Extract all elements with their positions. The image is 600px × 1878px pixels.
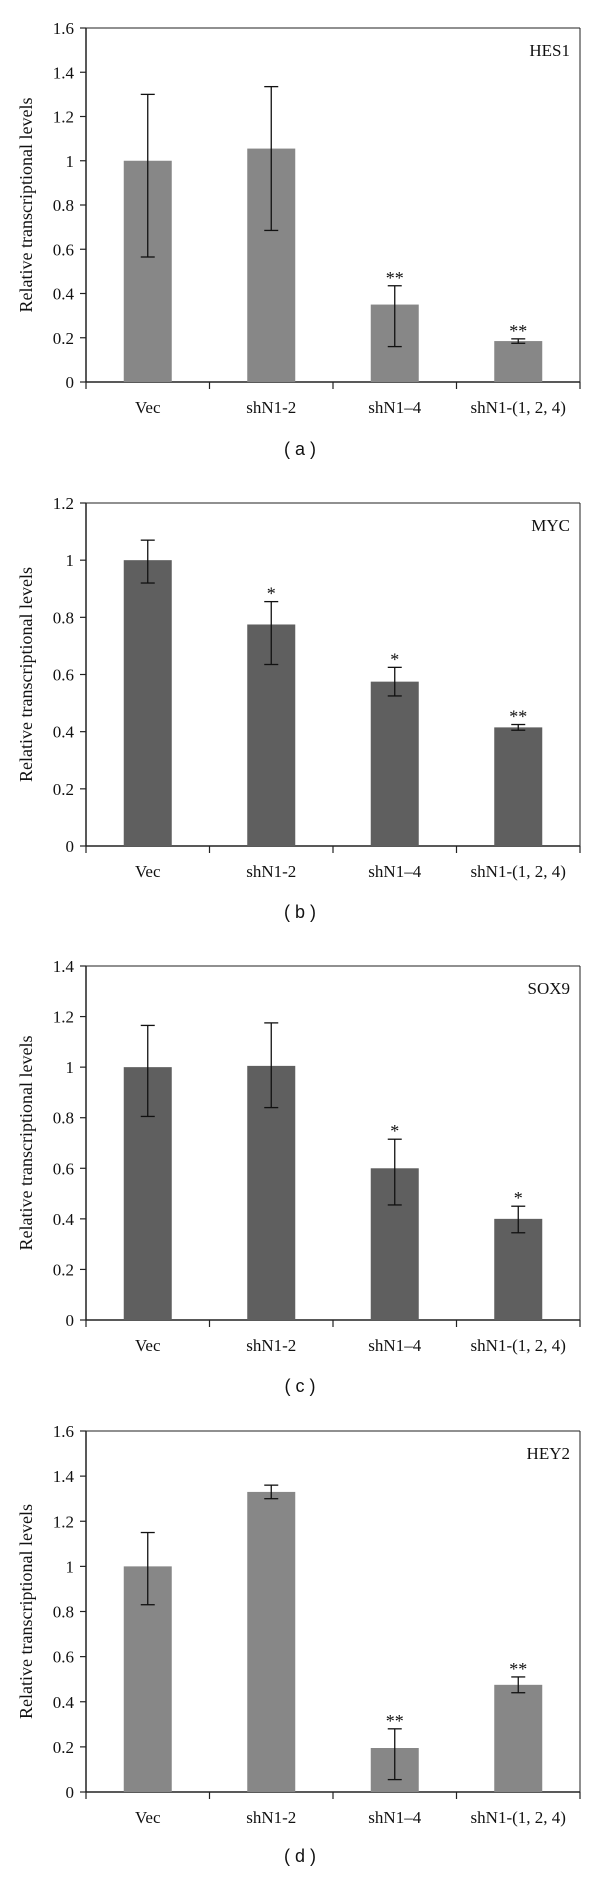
y-tick-label: 0 [66, 373, 75, 392]
panel-label: ( c ) [285, 1376, 316, 1396]
y-axis-label: Relative transcriptional levels [16, 1504, 36, 1719]
significance-marker: ** [509, 321, 527, 341]
y-tick-label: 0.8 [53, 196, 74, 215]
error-bar [264, 1022, 279, 1109]
chart-panel-1: 0 0.2 0.4 0.6 0.8 1 1.2 1.4 1.6 Vec shN1-2 ** shN1–4… [16, 19, 581, 459]
y-tick-label: 0.6 [53, 1159, 74, 1178]
error-bar [264, 85, 279, 232]
error-bar [387, 1138, 402, 1206]
y-tick-label: 0.4 [53, 285, 75, 304]
bar [123, 560, 172, 846]
error-bar [264, 600, 279, 666]
error-bar [140, 1024, 155, 1118]
y-tick-label: 1 [66, 1557, 75, 1576]
error-bar [387, 1728, 402, 1781]
category-label: Vec [135, 398, 161, 417]
chart-panel-3: 0 0.2 0.4 0.6 0.8 1 1.2 1.4 Vec shN1-2 * shN1–4 * shN… [16, 957, 581, 1396]
category-label: shN1-(1, 2, 4) [471, 1336, 566, 1355]
significance-marker: * [390, 649, 399, 669]
y-tick-label: 1.4 [53, 957, 75, 976]
significance-marker: ** [386, 268, 404, 288]
y-axis-label: Relative transcriptional levels [16, 567, 36, 782]
bar [247, 1491, 296, 1792]
chart-title: SOX9 [527, 979, 570, 998]
y-tick-label: 1.2 [53, 1512, 74, 1531]
bar [494, 341, 543, 382]
y-tick-label: 0.2 [53, 1738, 74, 1757]
panel-label: ( a ) [284, 439, 316, 459]
y-tick-label: 1.2 [53, 1008, 74, 1027]
y-tick-label: 0 [66, 1783, 75, 1802]
category-label: shN1-(1, 2, 4) [471, 1808, 566, 1827]
category-label: shN1-2 [246, 398, 296, 417]
significance-marker: * [390, 1121, 399, 1141]
chart-panel-2: 0 0.2 0.4 0.6 0.8 1 1.2 Vec * shN1-2 * shN1–4 ** shN1… [16, 494, 581, 922]
category-label: shN1-(1, 2, 4) [471, 862, 566, 881]
y-tick-label: 0.8 [53, 1603, 74, 1622]
chart-title: MYC [531, 516, 570, 535]
y-tick-label: 0.2 [53, 780, 74, 799]
y-tick-label: 1.4 [53, 63, 75, 82]
significance-marker: ** [386, 1711, 404, 1731]
y-tick-label: 1.6 [53, 19, 74, 38]
error-bar [387, 666, 402, 697]
category-label: shN1-(1, 2, 4) [471, 398, 566, 417]
bar [494, 1684, 543, 1792]
error-bar [511, 1676, 526, 1694]
significance-marker: ** [509, 707, 527, 727]
error-bar [387, 285, 402, 348]
y-tick-label: 1 [66, 1058, 75, 1077]
bar [494, 1218, 543, 1320]
error-bar [511, 723, 526, 731]
significance-marker: ** [509, 1659, 527, 1679]
error-bar [511, 1205, 526, 1234]
error-bar [140, 1531, 155, 1606]
error-bar [511, 338, 526, 344]
y-tick-label: 0 [66, 837, 75, 856]
y-tick-label: 0.6 [53, 1648, 74, 1667]
y-axis-label: Relative transcriptional levels [16, 1036, 36, 1251]
category-label: Vec [135, 862, 161, 881]
y-tick-label: 0.8 [53, 608, 74, 627]
y-axis-label: Relative transcriptional levels [16, 98, 36, 313]
y-tick-label: 1.2 [53, 108, 74, 127]
category-label: Vec [135, 1808, 161, 1827]
y-tick-label: 1 [66, 152, 75, 171]
y-tick-label: 0.8 [53, 1109, 74, 1128]
category-label: shN1-2 [246, 1336, 296, 1355]
y-tick-label: 1.2 [53, 494, 74, 513]
y-tick-label: 0.4 [53, 723, 75, 742]
category-label: Vec [135, 1336, 161, 1355]
panel-label: ( d ) [284, 1846, 316, 1866]
error-bar [264, 1484, 279, 1500]
significance-marker: * [514, 1188, 523, 1208]
category-label: shN1–4 [368, 398, 421, 417]
category-label: shN1–4 [368, 1808, 421, 1827]
y-tick-label: 0.2 [53, 1260, 74, 1279]
y-tick-label: 1.6 [53, 1422, 74, 1441]
y-tick-label: 1 [66, 551, 75, 570]
y-tick-label: 0.2 [53, 329, 74, 348]
y-tick-label: 0.6 [53, 240, 74, 259]
category-label: shN1-2 [246, 862, 296, 881]
panel-label: ( b ) [284, 902, 316, 922]
y-tick-label: 0 [66, 1311, 75, 1330]
y-tick-label: 0.4 [53, 1210, 75, 1229]
chart-title: HEY2 [527, 1444, 570, 1463]
y-tick-label: 0.4 [53, 1693, 75, 1712]
chart-title: HES1 [529, 41, 570, 60]
category-label: shN1–4 [368, 862, 421, 881]
y-tick-label: 1.4 [53, 1467, 75, 1486]
chart-panel-4: 0 0.2 0.4 0.6 0.8 1 1.2 1.4 1.6 Vec shN1-2 ** shN1–4… [16, 1422, 581, 1866]
error-bar [140, 93, 155, 258]
category-label: shN1–4 [368, 1336, 421, 1355]
significance-marker: * [267, 584, 276, 604]
y-tick-label: 0.6 [53, 666, 74, 685]
bar [494, 727, 543, 846]
error-bar [140, 539, 155, 584]
category-label: shN1-2 [246, 1808, 296, 1827]
bar [370, 681, 419, 846]
